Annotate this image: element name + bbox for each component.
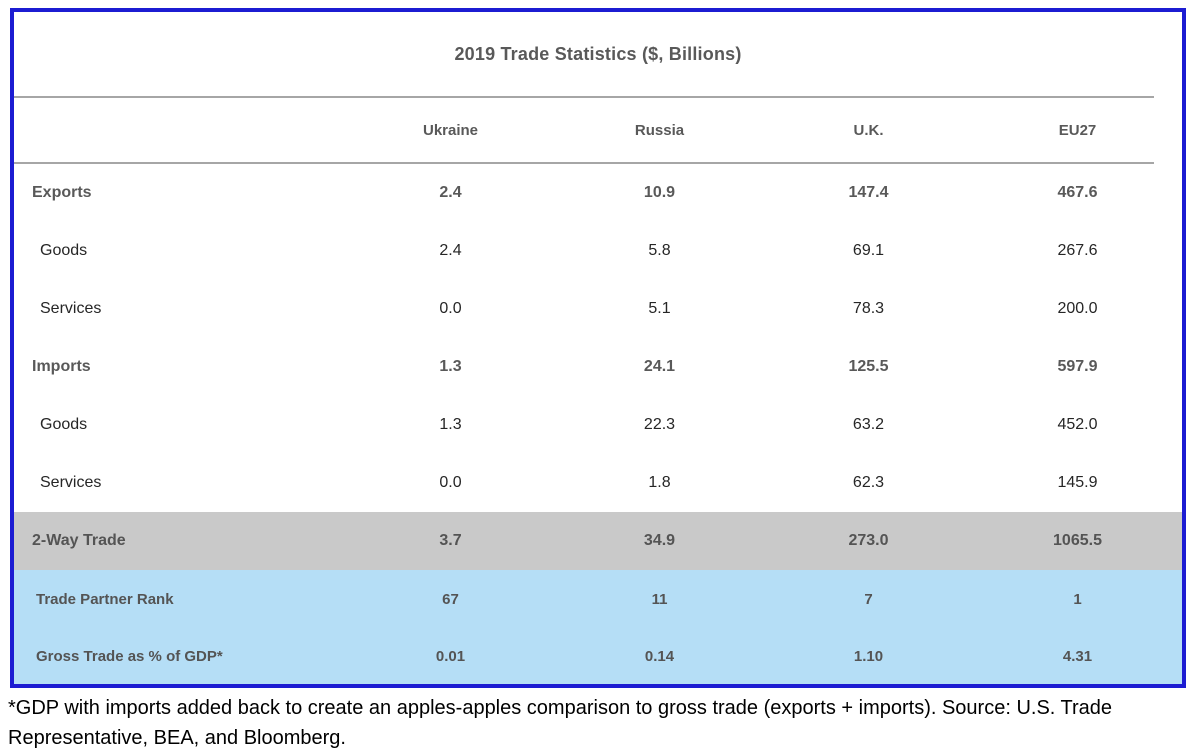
cell-value: 78.3 bbox=[852, 300, 885, 317]
cell-value: 10.9 bbox=[643, 184, 676, 201]
cell-value: 11 bbox=[651, 590, 668, 608]
cell-value: 4.31 bbox=[1062, 647, 1093, 665]
column-header-eu27: EU27 bbox=[1058, 121, 1097, 139]
table-row-gross-trade-pct-gdp: Gross Trade as % of GDP* 0.01 0.14 1.10 … bbox=[14, 628, 1182, 684]
cell-value: 0.01 bbox=[435, 647, 466, 665]
row-label: Goods bbox=[40, 416, 88, 433]
row-label: Exports bbox=[32, 184, 92, 201]
cell-value: 1.8 bbox=[648, 474, 671, 491]
cell-value: 125.5 bbox=[848, 358, 889, 375]
table-row-two-way-trade: 2-Way Trade 3.7 34.9 273.0 1065.5 bbox=[14, 512, 1182, 570]
cell-value: 1.10 bbox=[853, 647, 884, 665]
header-separator bbox=[14, 162, 1154, 164]
cell-value: 5.1 bbox=[648, 300, 671, 317]
row-label: Goods bbox=[40, 242, 88, 259]
cell-value: 1065.5 bbox=[1053, 532, 1102, 549]
table-row-imports-goods: Goods 1.3 22.3 63.2 452.0 bbox=[14, 396, 1182, 454]
cell-value: 22.3 bbox=[643, 416, 676, 433]
cell-value: 2.4 bbox=[439, 184, 462, 201]
cell-value: 467.6 bbox=[1057, 184, 1098, 201]
cell-value: 5.8 bbox=[648, 242, 671, 259]
cell-value: 63.2 bbox=[852, 416, 885, 433]
column-header-ukraine: Ukraine bbox=[422, 121, 479, 139]
cell-value: 7 bbox=[864, 590, 873, 608]
source-footnote: *GDP with imports added back to create a… bbox=[8, 697, 1113, 749]
cell-value: 0.0 bbox=[439, 300, 462, 317]
cell-value: 200.0 bbox=[1057, 300, 1098, 317]
cell-value: 62.3 bbox=[852, 474, 885, 491]
cell-value: 24.1 bbox=[643, 358, 676, 375]
table-row-imports: Imports 1.3 24.1 125.5 597.9 bbox=[14, 338, 1182, 396]
cell-value: 452.0 bbox=[1057, 416, 1098, 433]
column-header-row: Ukraine Russia U.K. EU27 bbox=[14, 98, 1182, 162]
column-header-russia: Russia bbox=[634, 121, 685, 139]
cell-value: 0.14 bbox=[644, 647, 675, 665]
column-header-uk: U.K. bbox=[853, 121, 884, 139]
row-label: Trade Partner Rank bbox=[36, 590, 174, 608]
cell-value: 597.9 bbox=[1057, 358, 1098, 375]
table-row-trade-partner-rank: Trade Partner Rank 67 11 7 1 bbox=[14, 570, 1182, 628]
table-row-exports: Exports 2.4 10.9 147.4 467.6 bbox=[14, 164, 1182, 222]
trade-statistics-table: 2019 Trade Statistics ($, Billions) Ukra… bbox=[10, 8, 1186, 688]
cell-value: 1 bbox=[1073, 590, 1082, 608]
cell-value: 67 bbox=[442, 590, 459, 608]
row-label: Services bbox=[40, 300, 102, 317]
table-row-exports-goods: Goods 2.4 5.8 69.1 267.6 bbox=[14, 222, 1182, 280]
table-row-imports-services: Services 0.0 1.8 62.3 145.9 bbox=[14, 454, 1182, 512]
cell-value: 267.6 bbox=[1057, 242, 1098, 259]
cell-value: 69.1 bbox=[852, 242, 885, 259]
cell-value: 1.3 bbox=[439, 358, 462, 375]
cell-value: 1.3 bbox=[439, 416, 462, 433]
cell-value: 273.0 bbox=[848, 532, 889, 549]
table-title-row: 2019 Trade Statistics ($, Billions) bbox=[14, 12, 1182, 96]
cell-value: 147.4 bbox=[848, 184, 889, 201]
row-label: Imports bbox=[32, 358, 91, 375]
table-title: 2019 Trade Statistics ($, Billions) bbox=[454, 43, 742, 64]
row-label: Services bbox=[40, 474, 102, 491]
cell-value: 34.9 bbox=[643, 532, 676, 549]
cell-value: 0.0 bbox=[439, 474, 462, 491]
table-row-exports-services: Services 0.0 5.1 78.3 200.0 bbox=[14, 280, 1182, 338]
cell-value: 2.4 bbox=[439, 242, 462, 259]
row-label: 2-Way Trade bbox=[32, 532, 126, 549]
cell-value: 3.7 bbox=[439, 532, 462, 549]
title-separator bbox=[14, 96, 1154, 98]
cell-value: 145.9 bbox=[1057, 474, 1098, 491]
row-label: Gross Trade as % of GDP* bbox=[36, 647, 223, 665]
